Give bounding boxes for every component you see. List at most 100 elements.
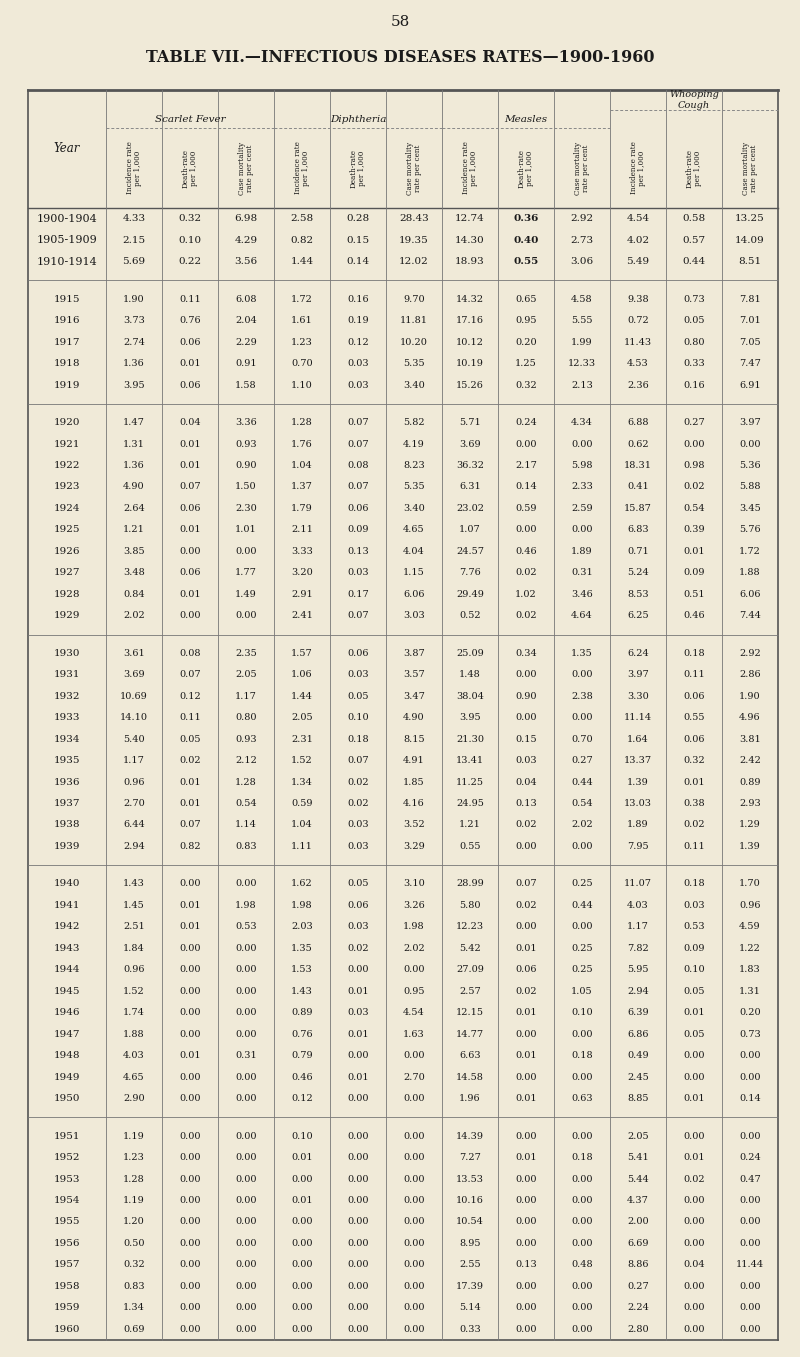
Text: 7.01: 7.01 xyxy=(739,316,761,326)
Text: 4.65: 4.65 xyxy=(123,1072,145,1082)
Text: 0.00: 0.00 xyxy=(403,1153,425,1162)
Text: 0.01: 0.01 xyxy=(683,1153,705,1162)
Text: 13.41: 13.41 xyxy=(456,756,484,765)
Text: 2.12: 2.12 xyxy=(235,756,257,765)
Text: 0.41: 0.41 xyxy=(627,483,649,491)
Text: 0.08: 0.08 xyxy=(179,649,201,658)
Text: 2.73: 2.73 xyxy=(570,236,594,244)
Text: 0.00: 0.00 xyxy=(683,1072,705,1082)
Text: 7.27: 7.27 xyxy=(459,1153,481,1162)
Text: 4.03: 4.03 xyxy=(627,901,649,911)
Text: 0.01: 0.01 xyxy=(515,1153,537,1162)
Text: 0.00: 0.00 xyxy=(739,1282,761,1291)
Text: 0.00: 0.00 xyxy=(179,1196,201,1205)
Text: 6.88: 6.88 xyxy=(627,418,649,427)
Text: 0.96: 0.96 xyxy=(123,778,145,787)
Text: 0.70: 0.70 xyxy=(291,360,313,368)
Text: 0.00: 0.00 xyxy=(571,1030,593,1038)
Text: 7.44: 7.44 xyxy=(739,611,761,620)
Text: 3.97: 3.97 xyxy=(627,670,649,680)
Text: 2.91: 2.91 xyxy=(291,590,313,598)
Text: 1.50: 1.50 xyxy=(235,483,257,491)
Text: 1948: 1948 xyxy=(54,1052,80,1060)
Text: 3.95: 3.95 xyxy=(123,380,145,389)
Text: 1.17: 1.17 xyxy=(627,923,649,931)
Text: 1930: 1930 xyxy=(54,649,80,658)
Text: 0.01: 0.01 xyxy=(179,799,201,807)
Text: 1950: 1950 xyxy=(54,1094,80,1103)
Text: 3.56: 3.56 xyxy=(234,256,258,266)
Text: 2.94: 2.94 xyxy=(627,987,649,996)
Text: 0.00: 0.00 xyxy=(403,1239,425,1248)
Text: 1.02: 1.02 xyxy=(515,590,537,598)
Text: 7.95: 7.95 xyxy=(627,841,649,851)
Text: 0.27: 0.27 xyxy=(627,1282,649,1291)
Text: 2.15: 2.15 xyxy=(122,236,146,244)
Text: 0.00: 0.00 xyxy=(347,1303,369,1312)
Text: 12.15: 12.15 xyxy=(456,1008,484,1018)
Text: 0.00: 0.00 xyxy=(571,1239,593,1248)
Text: 0.00: 0.00 xyxy=(291,1261,313,1269)
Text: Measles: Measles xyxy=(505,114,547,123)
Text: 0.09: 0.09 xyxy=(683,569,705,577)
Text: 36.32: 36.32 xyxy=(456,461,484,470)
Text: 1916: 1916 xyxy=(54,316,80,326)
Text: 3.29: 3.29 xyxy=(403,841,425,851)
Text: 0.00: 0.00 xyxy=(571,1282,593,1291)
Text: 0.00: 0.00 xyxy=(403,1052,425,1060)
Text: 0.00: 0.00 xyxy=(739,440,761,449)
Text: 0.32: 0.32 xyxy=(683,756,705,765)
Text: 13.37: 13.37 xyxy=(624,756,652,765)
Text: 7.81: 7.81 xyxy=(739,294,761,304)
Text: 0.00: 0.00 xyxy=(179,1261,201,1269)
Text: 0.00: 0.00 xyxy=(347,1261,369,1269)
Text: 0.82: 0.82 xyxy=(290,236,314,244)
Text: 0.00: 0.00 xyxy=(179,1175,201,1183)
Text: 0.00: 0.00 xyxy=(571,923,593,931)
Text: 6.25: 6.25 xyxy=(627,611,649,620)
Text: 0.01: 0.01 xyxy=(683,1008,705,1018)
Text: 15.26: 15.26 xyxy=(456,380,484,389)
Text: 4.96: 4.96 xyxy=(739,714,761,722)
Text: 2.55: 2.55 xyxy=(459,1261,481,1269)
Text: 1.20: 1.20 xyxy=(123,1217,145,1227)
Text: 0.46: 0.46 xyxy=(515,547,537,556)
Text: 0.00: 0.00 xyxy=(515,1282,537,1291)
Text: 0.00: 0.00 xyxy=(403,1324,425,1334)
Text: 0.52: 0.52 xyxy=(459,611,481,620)
Text: 0.00: 0.00 xyxy=(179,1153,201,1162)
Text: 8.53: 8.53 xyxy=(627,590,649,598)
Text: 0.00: 0.00 xyxy=(403,1132,425,1141)
Text: 3.33: 3.33 xyxy=(291,547,313,556)
Text: 0.00: 0.00 xyxy=(179,944,201,953)
Text: 0.02: 0.02 xyxy=(347,799,369,807)
Text: 0.00: 0.00 xyxy=(235,1030,257,1038)
Text: 0.05: 0.05 xyxy=(683,1030,705,1038)
Text: 19.35: 19.35 xyxy=(399,236,429,244)
Text: 0.14: 0.14 xyxy=(346,256,370,266)
Text: 3.40: 3.40 xyxy=(403,503,425,513)
Text: 8.15: 8.15 xyxy=(403,734,425,744)
Text: 6.83: 6.83 xyxy=(627,525,649,535)
Text: 0.00: 0.00 xyxy=(347,1217,369,1227)
Text: 3.81: 3.81 xyxy=(739,734,761,744)
Text: 0.00: 0.00 xyxy=(179,1303,201,1312)
Text: 3.85: 3.85 xyxy=(123,547,145,556)
Text: 0.20: 0.20 xyxy=(739,1008,761,1018)
Text: 0.58: 0.58 xyxy=(682,214,706,224)
Text: 3.36: 3.36 xyxy=(235,418,257,427)
Text: 0.01: 0.01 xyxy=(515,1094,537,1103)
Text: 0.00: 0.00 xyxy=(347,1196,369,1205)
Text: 0.00: 0.00 xyxy=(515,525,537,535)
Text: 1938: 1938 xyxy=(54,821,80,829)
Text: 1958: 1958 xyxy=(54,1282,80,1291)
Text: 0.00: 0.00 xyxy=(683,1324,705,1334)
Text: 0.00: 0.00 xyxy=(179,965,201,974)
Text: 0.00: 0.00 xyxy=(403,1303,425,1312)
Text: 8.95: 8.95 xyxy=(459,1239,481,1248)
Text: 1.22: 1.22 xyxy=(739,944,761,953)
Text: 1.52: 1.52 xyxy=(123,987,145,996)
Text: 7.47: 7.47 xyxy=(739,360,761,368)
Text: 1.23: 1.23 xyxy=(123,1153,145,1162)
Text: 0.00: 0.00 xyxy=(683,440,705,449)
